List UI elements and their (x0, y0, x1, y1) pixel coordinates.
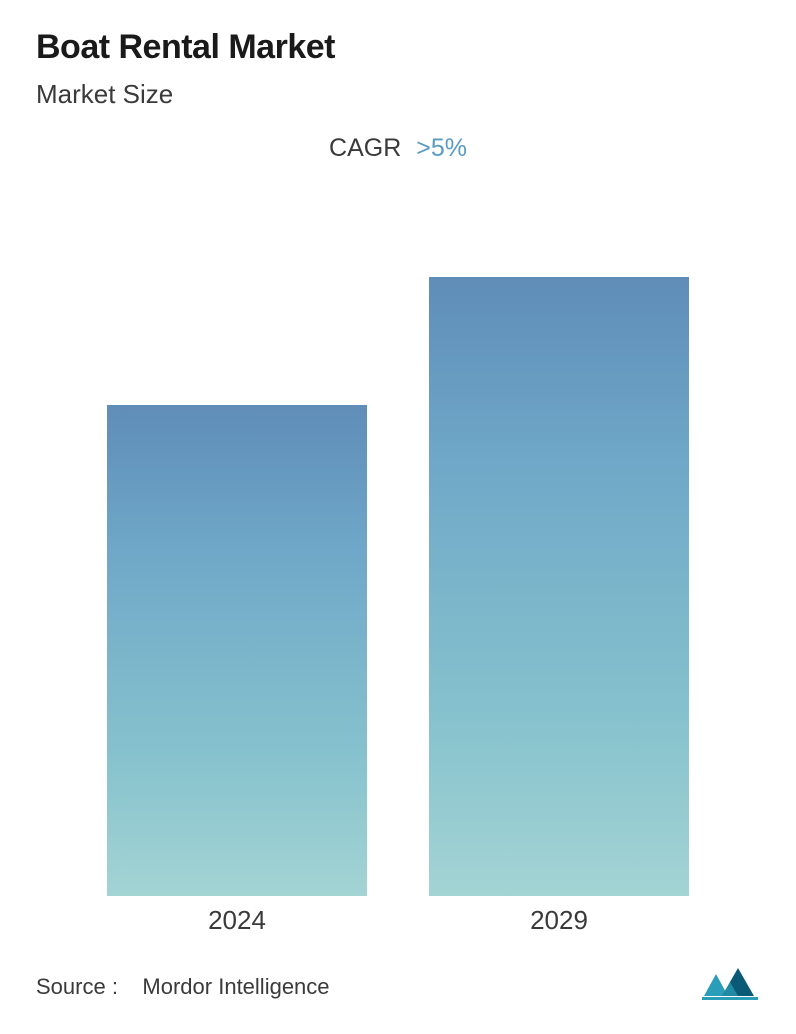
x-label-2029: 2029 (429, 905, 689, 936)
bars-container (76, 216, 720, 896)
bar-2024 (107, 405, 367, 896)
x-axis-labels: 2024 2029 (76, 905, 720, 936)
page-subtitle: Market Size (36, 79, 760, 110)
cagr-label: CAGR (329, 134, 401, 162)
chart-area: 2024 2029 (36, 173, 760, 956)
cagr-value: >5% (416, 134, 467, 162)
bar-group (429, 277, 689, 896)
cagr-row: CAGR >5% (36, 134, 760, 163)
logo-icon (702, 966, 760, 1000)
bar-group (107, 405, 367, 896)
source-label: Source : (36, 974, 118, 999)
source-text: Source : Mordor Intelligence (36, 974, 330, 1000)
footer: Source : Mordor Intelligence (36, 956, 760, 1000)
page-title: Boat Rental Market (36, 28, 760, 67)
source-name: Mordor Intelligence (142, 974, 329, 999)
x-label-2024: 2024 (107, 905, 367, 936)
bar-2029 (429, 277, 689, 896)
